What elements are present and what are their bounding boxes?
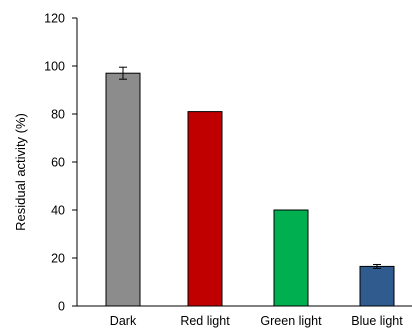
error-bar: [119, 66, 127, 80]
x-axis-tick-labels: Dark Red light Green light Blue light: [110, 314, 403, 328]
x-tick-label: Blue light: [351, 314, 403, 328]
bars: [105, 72, 395, 307]
x-tick-label: Dark: [110, 314, 137, 328]
y-axis-ticks: 0 20 40 60 80 100 120: [44, 12, 77, 314]
y-tick-label: 0: [58, 300, 65, 314]
y-tick-label: 60: [51, 156, 65, 170]
x-tick-label: Green light: [260, 314, 322, 328]
bar-green-light: [273, 209, 309, 307]
y-tick-label: 80: [51, 108, 65, 122]
y-tick-label: 40: [51, 204, 65, 218]
bar-dark: [105, 72, 141, 307]
y-axis-label: Residual activity (%): [13, 113, 28, 231]
y-tick-label: 120: [44, 12, 65, 26]
y-tick-label: 20: [51, 252, 65, 266]
error-bars: [119, 66, 381, 269]
error-bar: [373, 263, 381, 269]
x-tick-label: Red light: [180, 314, 230, 328]
y-tick-label: 100: [44, 60, 65, 74]
bar-red-light: [187, 111, 223, 307]
bar-blue-light: [359, 265, 395, 307]
